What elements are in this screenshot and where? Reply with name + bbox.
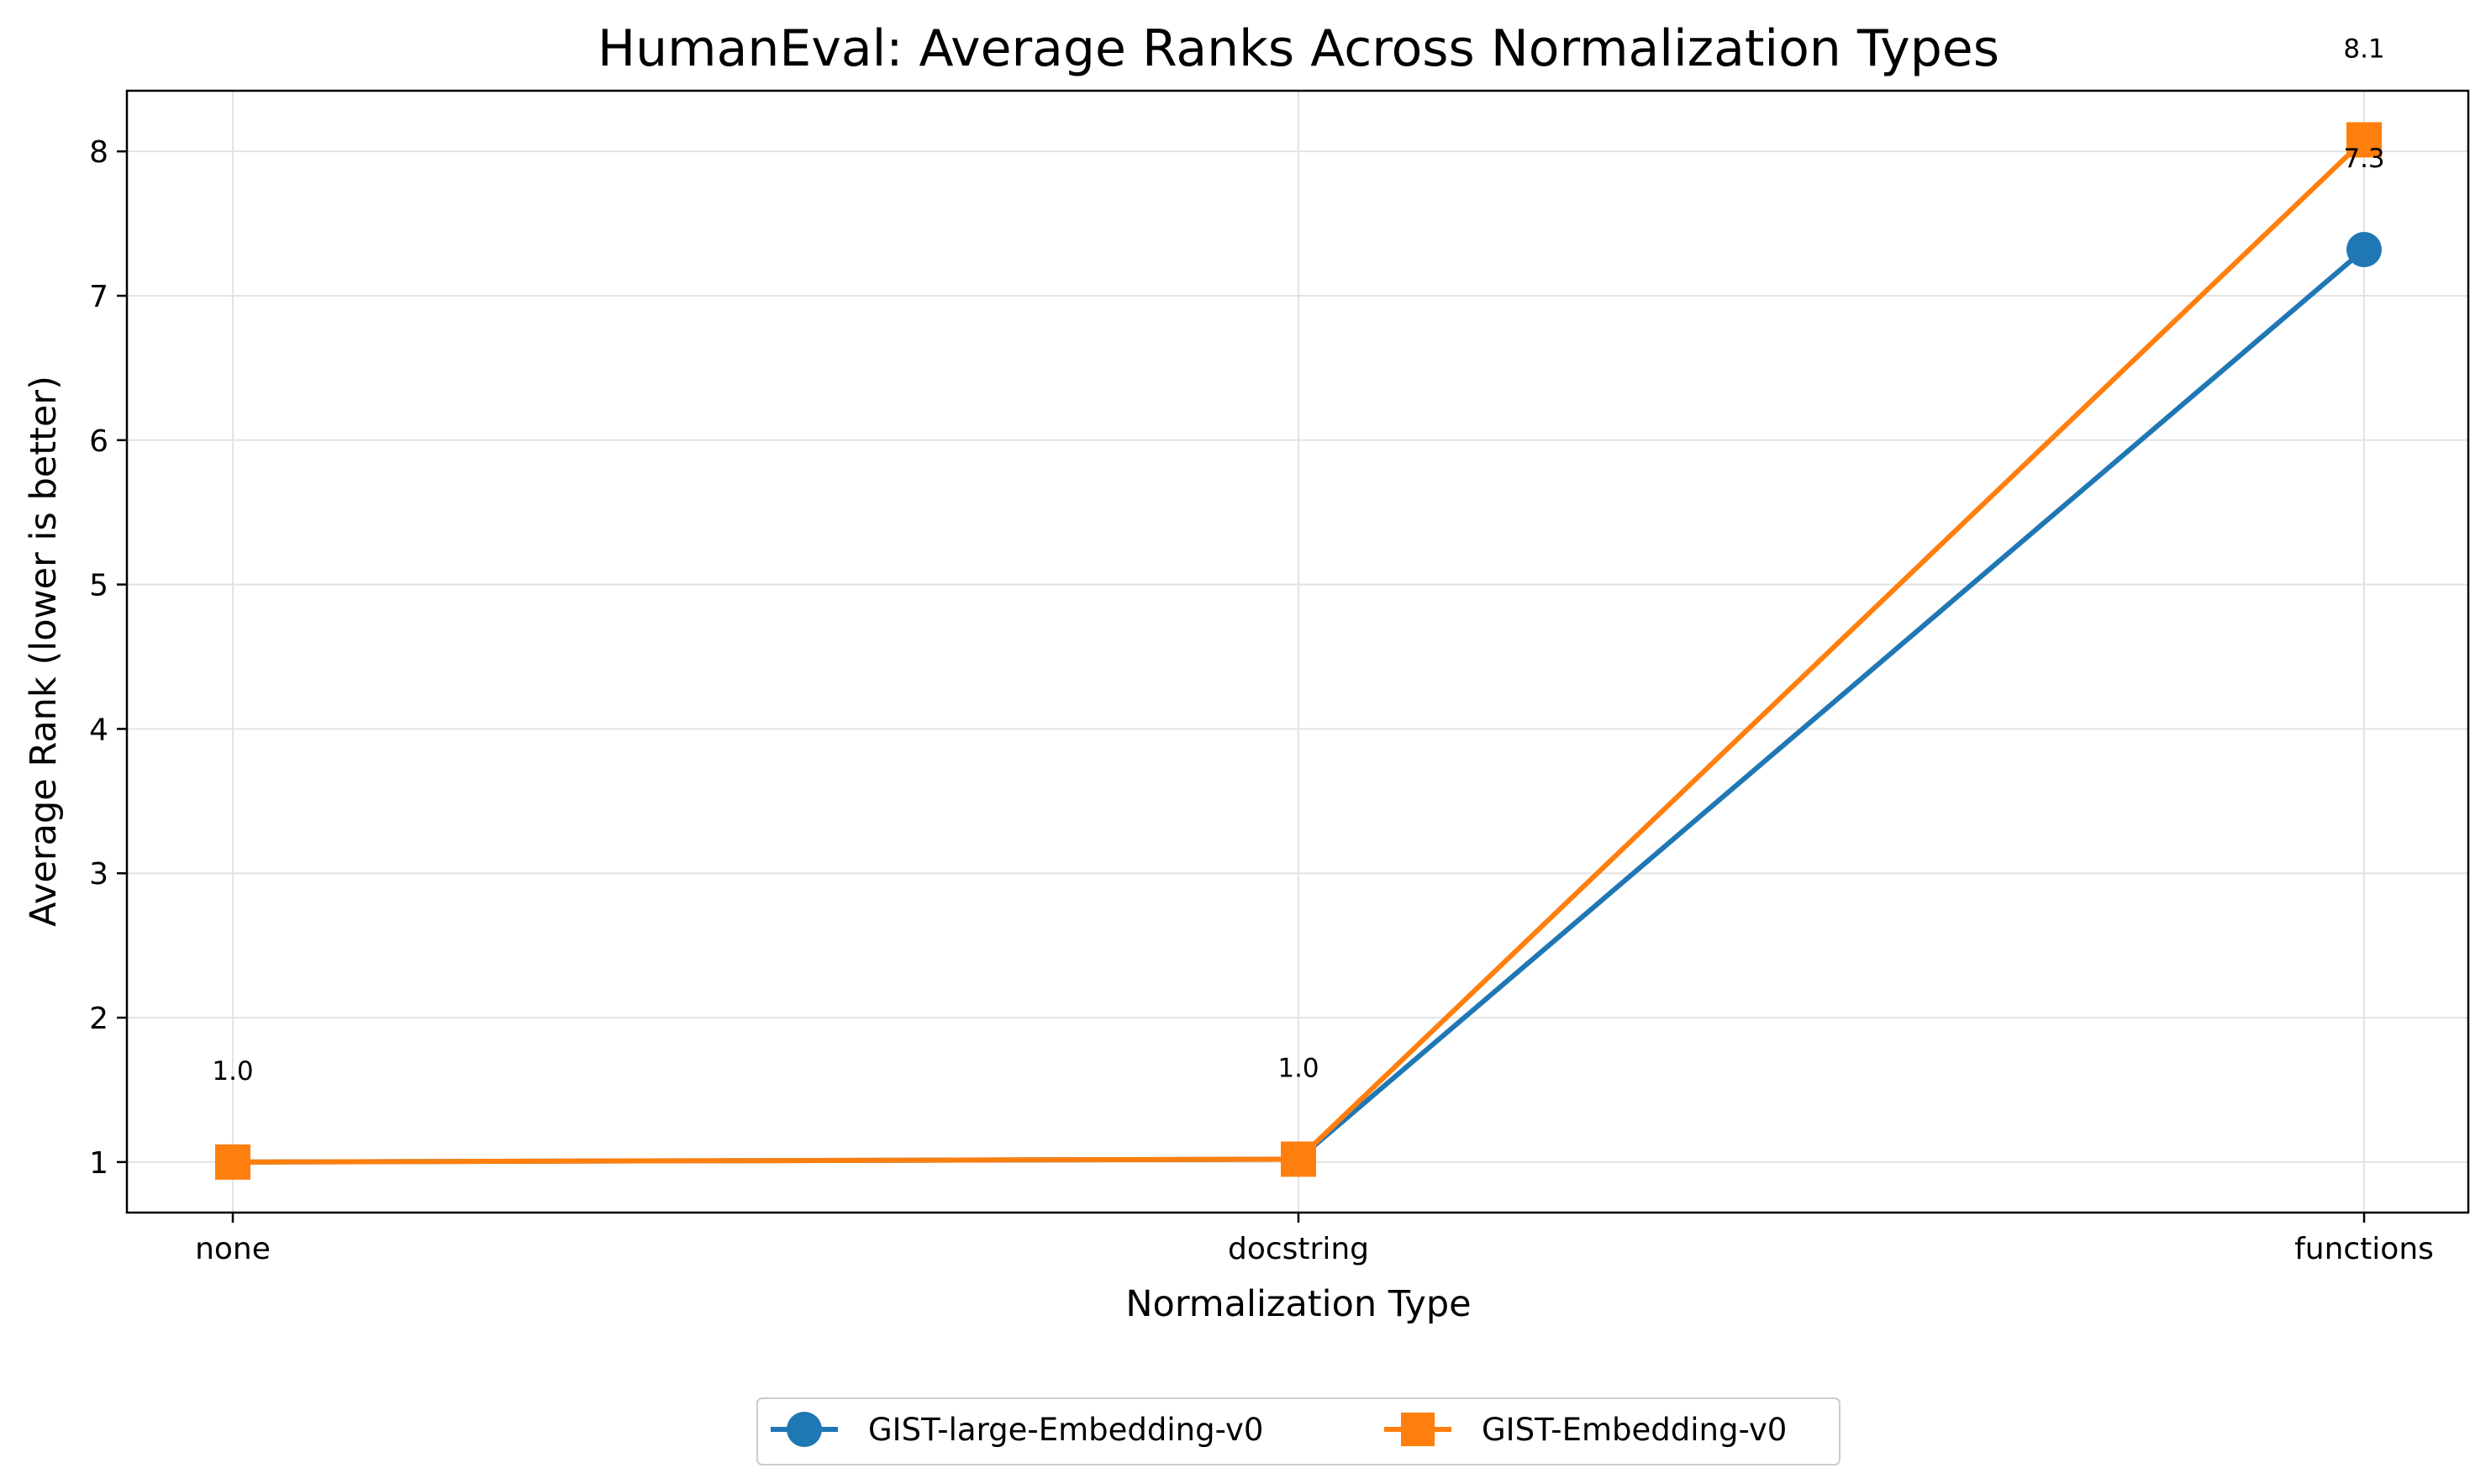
x-tick-label: functions xyxy=(2294,1232,2434,1266)
data-label: 8.1 xyxy=(2343,34,2384,64)
chart-title: HumanEval: Average Ranks Across Normaliz… xyxy=(598,19,1999,78)
y-tick-label: 1 xyxy=(89,1146,108,1181)
y-tick-label: 8 xyxy=(89,135,108,170)
y-tick-label: 5 xyxy=(89,569,108,603)
legend-label-0: GIST-large-Embedding-v0 xyxy=(868,1412,1263,1448)
x-tick-label: docstring xyxy=(1228,1232,1369,1266)
y-axis: 1 2 3 4 5 6 7 8 xyxy=(89,135,127,1181)
data-labels: 7.3 1.0 1.0 8.1 xyxy=(212,34,2384,1086)
y-tick-label: 3 xyxy=(89,857,108,892)
data-point xyxy=(1281,1141,1316,1177)
data-label: 7.3 xyxy=(2343,144,2384,174)
x-axis-label: Normalization Type xyxy=(1125,1283,1471,1325)
y-tick-label: 4 xyxy=(89,713,108,747)
legend-marker-1 xyxy=(1401,1413,1435,1446)
x-axis: none docstring functions xyxy=(195,1213,2434,1266)
legend-marker-0 xyxy=(787,1412,822,1447)
data-point xyxy=(2346,122,2382,158)
data-label: 1.0 xyxy=(212,1056,253,1087)
y-tick-label: 2 xyxy=(89,1002,108,1036)
legend-label-1: GIST-Embedding-v0 xyxy=(1482,1412,1787,1448)
legend: GIST-large-Embedding-v0 GIST-Embedding-v… xyxy=(756,1397,1841,1466)
grid xyxy=(127,91,2468,1213)
y-tick-label: 6 xyxy=(89,424,108,459)
data-point xyxy=(2346,231,2382,267)
data-label: 1.0 xyxy=(1277,1053,1319,1083)
data-point xyxy=(215,1144,250,1180)
series-layer xyxy=(215,122,2382,1180)
x-tick-label: none xyxy=(195,1232,271,1266)
y-axis-label: Average Rank (lower is better) xyxy=(23,376,65,927)
y-tick-label: 7 xyxy=(89,280,108,314)
legend-box xyxy=(756,1397,1841,1466)
